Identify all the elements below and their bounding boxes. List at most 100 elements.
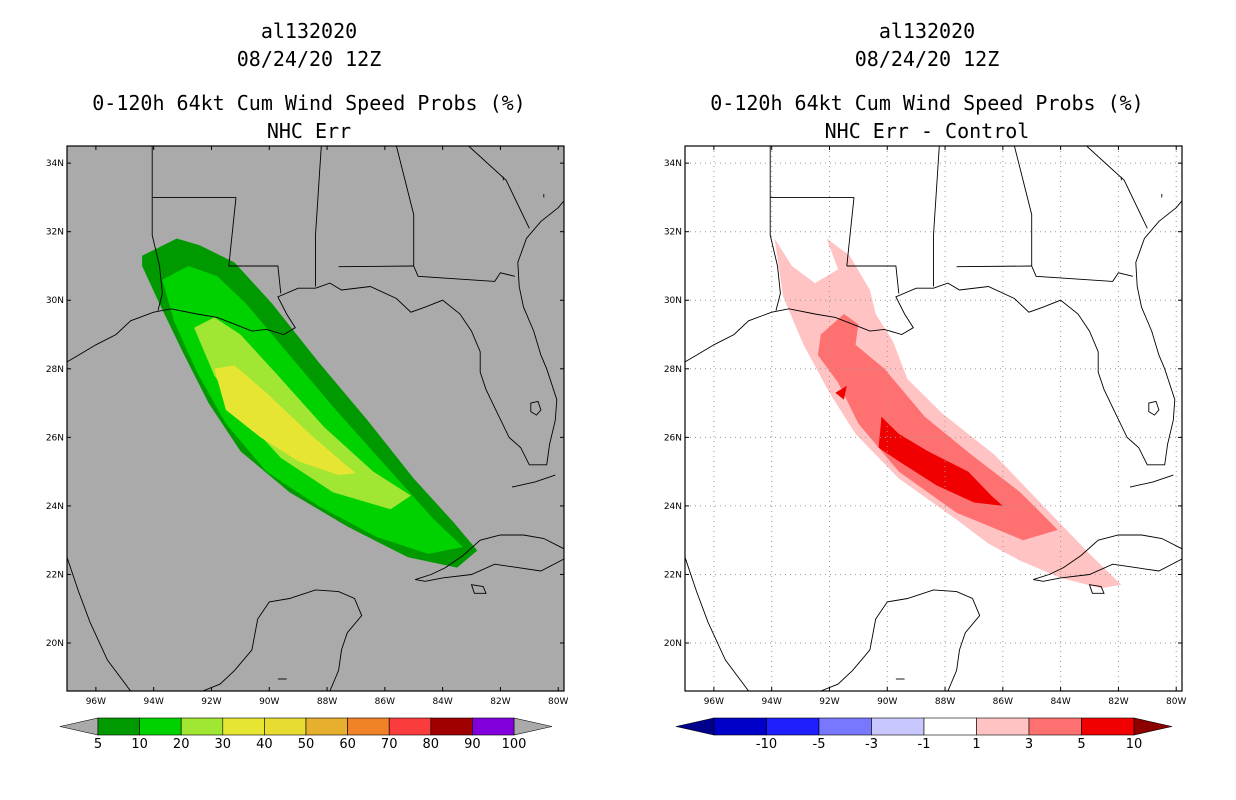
state-border [769,146,781,311]
lat-tick-label: 26N [664,433,682,443]
contour-level-1-0 [774,238,1122,589]
minor-outline [511,474,556,488]
island-outline [470,584,487,594]
lat-tick-label: 28N [46,365,64,375]
left-subtitle: NHC Err [267,119,351,143]
colorbar-extend-high [513,717,553,736]
contour-level-5-3 [835,385,847,400]
lat-tick-label: 34N [664,159,682,169]
right-subtitle: NHC Err - Control [825,119,1030,143]
map-frame [66,145,565,692]
colorbar-extend-high [1133,717,1173,736]
lat-tick-label: 32N [664,228,682,238]
map-outlines [67,146,564,691]
lon-tick-label: 86W [375,697,395,707]
colorbar-label: 10 [1126,737,1143,752]
coastline [67,200,564,466]
lon-tick-label: 80W [548,697,568,707]
state-border [338,265,414,268]
lon-tick-label: 90W [259,697,279,707]
lon-tick-label: 92W [201,697,221,707]
lat-tick-label: 26N [46,433,64,443]
colorbar-swatch [976,717,1030,736]
lon-tick-label: 90W [877,697,897,707]
lat-tick-label: 28N [664,365,682,375]
island-outline [1033,534,1182,582]
colorbar-swatch [923,717,977,736]
state-border [846,265,900,294]
colorbar-label: 1 [972,737,980,752]
state-border [395,146,415,266]
map-outlines [685,146,1182,691]
lon-tick-label: 84W [1050,697,1070,707]
colorbar-swatch [818,717,872,736]
map-grid [685,146,1182,691]
colorbar-label: 30 [215,737,232,752]
colorbar-swatch [430,717,473,736]
state-border [1013,146,1033,266]
state-border [413,265,516,282]
island-outline [415,534,564,582]
lat-tick-label: 22N [664,570,682,580]
lat-tick-label: 24N [664,502,682,512]
left-map: 96W 94W 92W 90W 88W 86W 84W 82W 80W 20N 22N 24N 26N 2… [46,145,568,707]
lat-tick-label: 30N [46,296,64,306]
lat-tick-label: 30N [664,296,682,306]
colorbar-label: 100 [502,737,527,752]
contour-level-5-2 [878,416,1003,506]
lat-tick-label: 34N [46,159,64,169]
state-border [468,146,530,229]
right-storm-id: al132020 [879,19,975,43]
panel-right: al132020 08/24/20 12Z 0-120h 64kt Cum Wi… [664,19,1187,752]
colorbar-label: 50 [298,737,315,752]
panel-left: al132020 08/24/20 12Z 0-120h 64kt Cum Wi… [46,19,569,752]
state-border [956,265,1032,268]
colorbar-swatch [139,717,182,736]
contour-level-3-1 [817,314,1058,541]
contour-level-30-3 [214,365,356,476]
colorbar-label: 80 [423,737,440,752]
colorbar-swatch [472,717,515,736]
right-map: 96W 94W 92W 90W 88W 86W 84W 82W 80W 20N 22N 24N 26N 2… [664,145,1186,707]
lon-tick-label: 80W [1166,697,1186,707]
lon-tick-label: 84W [432,697,452,707]
state-border [1031,265,1134,282]
coastline [67,512,131,691]
colorbar-extend-low [59,717,99,736]
lat-tick-label: 32N [46,228,64,238]
colorbar-swatch [1081,717,1135,736]
colorbar-label: 20 [173,737,190,752]
colorbar-label: 10 [131,737,148,752]
colorbar-swatch [97,717,140,736]
colorbar-swatch [1028,717,1082,736]
colorbar-swatch [264,717,307,736]
map-frame [684,145,1183,692]
lon-tick-label: 96W [86,697,106,707]
lat-tick-label: 20N [46,639,64,649]
lon-tick-label: 82W [1108,697,1128,707]
state-border [315,146,322,287]
colorbar-swatch [347,717,390,736]
lat-tick-label: 24N [46,502,64,512]
lon-tick-label: 94W [762,697,782,707]
coastline [202,589,363,691]
colorbar-label: 3 [1025,737,1033,752]
colorbar-swatch [180,717,224,736]
lon-tick-label: 88W [935,697,955,707]
coastline [820,589,981,691]
contour-level-20-2 [194,317,411,510]
island-outline [1088,584,1105,594]
colorbar-label: 60 [339,737,356,752]
lat-tick-label: 22N [46,570,64,580]
colorbar-swatch [713,717,767,736]
lon-tick-label: 88W [317,697,337,707]
right-colorbar: -10 -5 -3 -1 1 3 5 10 [675,717,1173,752]
colorbar-label: -3 [865,737,878,752]
coastline [685,200,1182,466]
colorbar-label: 40 [256,737,273,752]
minor-outline [1129,474,1174,488]
island-outline [1148,400,1160,416]
colorbar-swatch [305,717,348,736]
right-product-title: 0-120h 64kt Cum Wind Speed Probs (%) [710,91,1143,115]
